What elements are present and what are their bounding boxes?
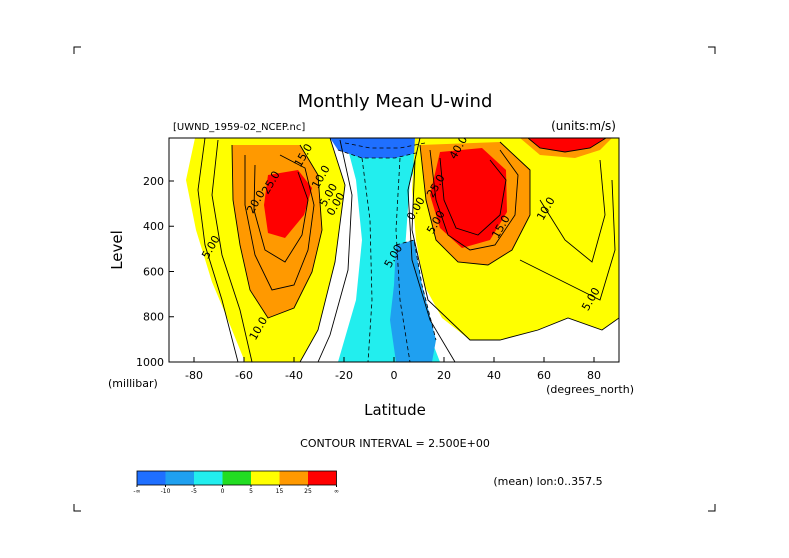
colorbar-tick-label: 15 [276,488,284,495]
y-axis-label: Level [108,230,126,270]
chart-title: Monthly Mean U-wind [298,91,493,112]
mean-note: (mean) lon:0..357.5 [493,475,602,488]
contour-interval-text: CONTOUR INTERVAL = 2.500E+00 [300,437,490,450]
x-tick-label: -60 [235,369,253,382]
contour-line [197,138,239,362]
contour-line [429,149,519,251]
units-label: (units:m/s) [551,119,616,133]
contour-line [317,139,353,362]
contour-line [407,138,456,362]
crop-mark-bottom-right [708,504,716,512]
x-tick-label: -20 [335,369,353,382]
field-shading [169,138,619,362]
crop-mark-top-left [73,46,81,54]
dashed-contour-line [337,149,421,159]
colorbar-swatch [308,471,337,485]
contour-line [231,144,323,319]
colorbar-tick-label: 5 [249,488,253,495]
y-unit-label: (millibar) [108,377,158,390]
plot-area: 25.015.020.010.05.000.005.0010.05.000.00… [169,138,619,362]
contour-line [519,179,616,301]
colorbar-tick-label: -∞ [133,488,140,495]
colorbar-swatch [251,471,280,485]
y-tick-label: 200 [143,175,164,188]
x-tick-label: -80 [185,369,203,382]
northern-jet-red [430,148,507,248]
y-tick-label: 600 [143,265,164,278]
x-tick-label: 40 [487,369,501,382]
colorbar-swatch [222,471,251,485]
colorbar-swatch [194,471,223,485]
missing-data-patch [169,272,188,362]
y-tick-label: 400 [143,220,164,233]
contour-line [411,159,619,341]
x-tick-label: 0 [391,369,398,382]
colorbar: -∞ -10 -5 0 5 15 25 ∞ [133,470,339,495]
y-tick-label: 1000 [136,356,164,369]
contour-line [527,138,607,153]
colorbar-swatch [137,471,166,485]
crop-mark-bottom-left [73,504,81,512]
contour-line [253,164,309,263]
colorbar-tick-label: 25 [304,488,312,495]
contour-lines-dashed [337,142,437,362]
contour-lines [197,138,619,362]
contour-line [211,139,253,362]
colorbar-tick-label: 0 [221,488,225,495]
colorbar-tick-label: -5 [191,488,197,495]
contour-line [439,157,507,236]
x-tick-label: -40 [285,369,303,382]
colorbar-swatch [279,471,308,485]
dashed-contour-line [395,239,437,341]
colorbar-tick-label: -10 [161,488,171,495]
colorbar-swatch [165,471,194,485]
contour-line [299,138,346,362]
contour-line [539,159,606,263]
crop-marks [73,46,716,512]
colorbar-tick-label: ∞ [334,488,339,495]
colorbar-frame [136,470,337,486]
southern-jet-red [264,170,312,238]
x-tick-label: 80 [587,369,601,382]
x-tick-label: 20 [437,369,451,382]
x-unit-label: (degrees_north) [546,383,634,396]
x-axis-ticks: -80 -60 -40 -20 0 20 40 60 80 [185,357,601,382]
contour-line [244,154,315,291]
dataset-label: [UWND_1959-02_NCEP.nc] [173,122,305,133]
crop-mark-top-right [708,46,716,54]
x-tick-label: 60 [537,369,551,382]
contour-line [419,141,531,266]
equatorial-blue [390,240,436,362]
y-axis-ticks: 200 400 600 800 1000 [136,175,174,369]
x-axis-label: Latitude [364,401,426,419]
dashed-contour-line [395,157,411,362]
y-tick-label: 800 [143,311,164,324]
dashed-contour-line [361,157,373,362]
